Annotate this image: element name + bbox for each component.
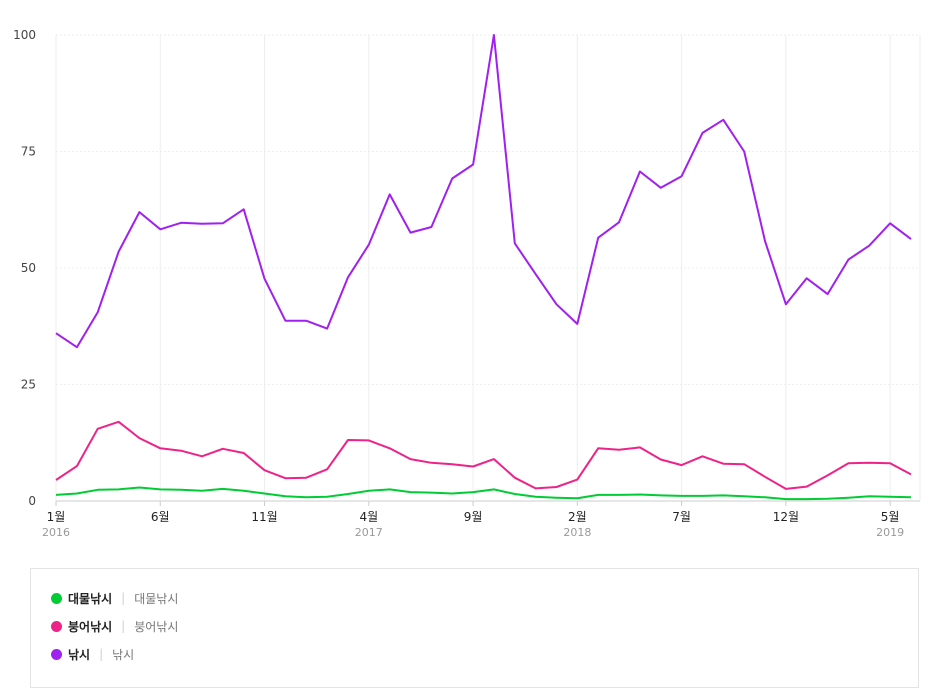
x-tick-label: 11월 bbox=[251, 510, 277, 524]
x-year-label: 2016 bbox=[42, 526, 70, 539]
x-tick-label: 12월 bbox=[773, 510, 799, 524]
legend: 대물낚시 | 대물낚시 붕어낚시 | 붕어낚시 낚시 | 낚시 bbox=[30, 568, 919, 688]
x-tick-label: 2월 bbox=[568, 510, 587, 524]
legend-separator: | bbox=[99, 647, 104, 661]
x-tick-label: 9월 bbox=[464, 510, 483, 524]
x-tick-label: 6월 bbox=[151, 510, 170, 524]
legend-item-0[interactable]: 대물낚시 | 대물낚시 bbox=[51, 587, 178, 609]
grid-lines bbox=[55, 34, 921, 502]
x-year-label: 2018 bbox=[563, 526, 591, 539]
series-line-1[interactable] bbox=[55, 420, 912, 490]
x-tick-label: 5월 bbox=[881, 510, 900, 524]
trend-line-chart: 0 25 50 75 100 1월 2016 6월 11월 4월 2017 9월 2월 2018 7월 12… bbox=[13, 28, 921, 539]
legend-separator: | bbox=[121, 619, 126, 633]
series-line-0[interactable] bbox=[55, 486, 912, 501]
y-tick-label: 25 bbox=[21, 378, 36, 392]
legend-item-2[interactable]: 낚시 | 낚시 bbox=[51, 643, 134, 665]
legend-desc: 붕어낚시 bbox=[134, 619, 179, 634]
y-tick-label: 100 bbox=[13, 28, 36, 42]
legend-item-1[interactable]: 붕어낚시 | 붕어낚시 bbox=[51, 615, 178, 637]
legend-name: 대물낚시 bbox=[68, 591, 113, 606]
x-year-label: 2019 bbox=[876, 526, 904, 539]
legend-desc: 낚시 bbox=[112, 647, 135, 662]
x-tick-label: 1월 bbox=[47, 510, 66, 524]
x-tick-label: 7월 bbox=[672, 510, 691, 524]
legend-desc: 대물낚시 bbox=[134, 591, 179, 606]
y-axis: 0 25 50 75 100 bbox=[13, 28, 36, 508]
series-line-2[interactable] bbox=[55, 34, 912, 349]
legend-name: 낚시 bbox=[68, 647, 91, 662]
x-axis: 1월 2016 6월 11월 4월 2017 9월 2월 2018 7월 12월 5월 2019 bbox=[42, 501, 904, 539]
legend-dot-icon bbox=[51, 592, 62, 604]
legend-dot-icon bbox=[51, 648, 62, 660]
legend-dot-icon bbox=[51, 620, 62, 632]
y-tick-label: 0 bbox=[28, 494, 36, 508]
legend-separator: | bbox=[121, 591, 126, 605]
y-tick-label: 75 bbox=[21, 145, 36, 159]
x-tick-label: 4월 bbox=[359, 510, 378, 524]
x-year-label: 2017 bbox=[355, 526, 383, 539]
legend-name: 붕어낚시 bbox=[68, 619, 113, 634]
y-tick-label: 50 bbox=[21, 261, 36, 275]
series-lines bbox=[55, 34, 912, 501]
